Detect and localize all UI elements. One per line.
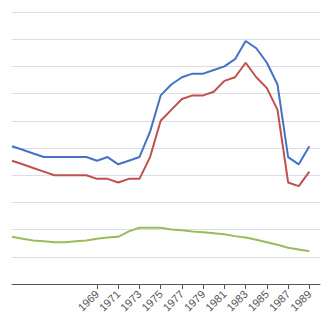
svg-text:1977: 1977 [160, 288, 186, 314]
svg-text:1989: 1989 [288, 288, 314, 314]
svg-text:1969: 1969 [75, 288, 101, 314]
svg-text:1979: 1979 [182, 288, 208, 314]
svg-text:1971: 1971 [97, 288, 123, 314]
svg-text:1981: 1981 [203, 288, 229, 314]
svg-text:1987: 1987 [267, 288, 293, 314]
svg-text:1975: 1975 [139, 288, 165, 314]
svg-text:1985: 1985 [245, 288, 271, 314]
svg-text:1983: 1983 [224, 288, 250, 314]
svg-text:1973: 1973 [118, 288, 144, 314]
